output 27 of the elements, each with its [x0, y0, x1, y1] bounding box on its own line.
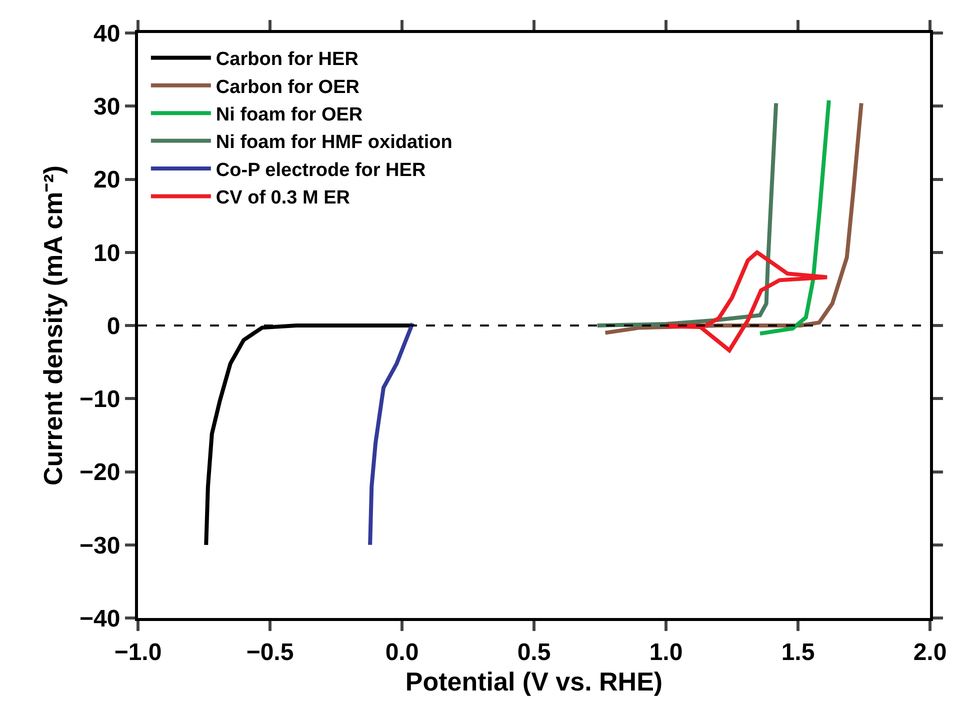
- line-series: [758, 98, 831, 336]
- y-tick-label: −30: [79, 532, 120, 560]
- y-tick-label: −20: [79, 459, 120, 486]
- legend-label: Ni foam for OER: [216, 104, 363, 126]
- x-tick-label: 1.0: [649, 638, 683, 666]
- line-series: [368, 321, 415, 547]
- line-series: [664, 250, 830, 352]
- y-axis-title: Current density (mA cm⁻²): [38, 165, 68, 486]
- legend-label: Carbon for OER: [216, 76, 360, 98]
- legend-label: Ni foam for HMF oxidation: [216, 132, 452, 154]
- y-tick-label: 0: [106, 312, 120, 340]
- y-tick-label: 20: [93, 166, 120, 194]
- y-tick-label: 10: [93, 240, 120, 267]
- x-tick-label: 0.5: [517, 638, 551, 666]
- x-tick-label: −0.5: [246, 638, 294, 666]
- x-tick-label: 0.0: [385, 638, 419, 666]
- legend-label: Carbon for HER: [216, 49, 359, 70]
- x-tick-label: 1.5: [781, 638, 815, 666]
- x-axis-title: Potential (V vs. RHE): [405, 666, 663, 696]
- legend-label: Co-P electrode for HER: [216, 160, 426, 181]
- y-tick-label: 30: [93, 94, 120, 121]
- legend-label: CV of 0.3 M ER: [216, 188, 350, 209]
- x-tick-label: 2.0: [913, 638, 947, 666]
- y-tick-label: −40: [79, 605, 120, 632]
- x-tick-label: −1.0: [114, 638, 162, 666]
- y-tick-label: 40: [93, 20, 120, 48]
- y-tick-label: −10: [79, 386, 120, 414]
